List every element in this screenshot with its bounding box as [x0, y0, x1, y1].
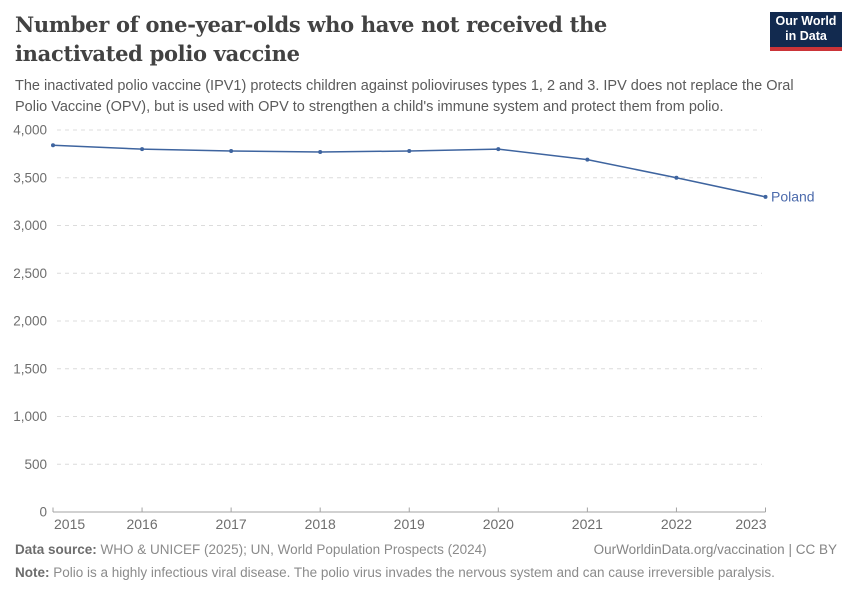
- y-tick-label: 4,000: [13, 123, 47, 138]
- license-label[interactable]: CC BY: [795, 542, 837, 557]
- footer-note-row: Note: Polio is a highly infectious viral…: [15, 565, 837, 580]
- x-tick-label: 2018: [305, 516, 336, 532]
- data-point: [318, 149, 323, 154]
- data-point: [585, 157, 590, 162]
- owid-url-link[interactable]: OurWorldinData.org/vaccination: [593, 542, 785, 557]
- x-tick-label: 2017: [216, 516, 247, 532]
- data-point: [229, 149, 234, 154]
- y-tick-label: 1,000: [13, 409, 47, 424]
- data-point: [674, 175, 679, 180]
- owid-logo[interactable]: Our World in Data: [770, 12, 842, 51]
- data-point: [763, 194, 768, 199]
- x-tick-label: 2019: [394, 516, 425, 532]
- x-tick-label: 2023: [735, 516, 766, 532]
- owid-logo-line1: Our World: [775, 14, 837, 28]
- y-tick-label: 3,000: [13, 218, 47, 233]
- y-tick-label: 3,500: [13, 170, 47, 185]
- x-tick-label: 2021: [572, 516, 603, 532]
- data-source-label: Data source:: [15, 542, 97, 557]
- x-tick-label: 2016: [126, 516, 157, 532]
- y-tick-label: 2,500: [13, 266, 47, 281]
- x-tick-label: 2015: [54, 516, 85, 532]
- y-tick-label: 1,500: [13, 361, 47, 376]
- y-tick-label: 0: [39, 505, 47, 520]
- y-tick-label: 500: [24, 457, 47, 472]
- note-label: Note:: [15, 565, 50, 580]
- series-label-poland: Poland: [771, 188, 815, 204]
- note-text: Polio is a highly infectious viral disea…: [53, 565, 775, 580]
- data-point: [140, 147, 145, 152]
- y-tick-label: 2,000: [13, 314, 47, 329]
- x-tick-label: 2022: [661, 516, 692, 532]
- data-line-poland: [52, 144, 767, 198]
- line-chart: 0 500 1,000 1,500 2,000 2,500 3,000 3,500 4,000 2…: [13, 123, 815, 533]
- footer-sources-row: Data source: WHO & UNICEF (2025); UN, Wo…: [15, 542, 837, 557]
- chart-subtitle: The inactivated polio vaccine (IPV1) pro…: [15, 78, 794, 115]
- footer-separator: |: [788, 542, 792, 557]
- footer-link-area: OurWorldinData.org/vaccination | CC BY: [594, 542, 837, 557]
- data-source-value: WHO & UNICEF (2025); UN, World Populatio…: [100, 542, 487, 557]
- data-point: [407, 149, 412, 154]
- data-point: [51, 143, 55, 148]
- data-point: [496, 147, 501, 152]
- owid-logo-line2: in Data: [785, 29, 827, 43]
- chart-title: Number of one-year-olds who have not rec…: [15, 12, 607, 66]
- x-tick-label: 2020: [483, 516, 514, 532]
- data-source-text: Data source: WHO & UNICEF (2025); UN, Wo…: [15, 542, 487, 557]
